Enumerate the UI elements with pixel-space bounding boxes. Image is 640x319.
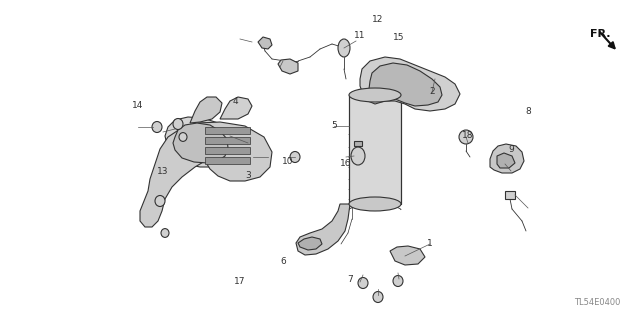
- Text: 14: 14: [132, 101, 144, 110]
- Text: 5: 5: [331, 122, 337, 130]
- Ellipse shape: [373, 292, 383, 302]
- Polygon shape: [278, 59, 298, 74]
- Polygon shape: [258, 37, 272, 49]
- Polygon shape: [369, 63, 442, 106]
- Polygon shape: [360, 57, 460, 111]
- FancyBboxPatch shape: [205, 137, 250, 144]
- Polygon shape: [358, 89, 368, 99]
- Text: 15: 15: [393, 33, 404, 41]
- Text: 12: 12: [372, 14, 384, 24]
- FancyBboxPatch shape: [205, 147, 250, 154]
- Text: FR.: FR.: [590, 29, 611, 39]
- Polygon shape: [497, 153, 515, 168]
- Polygon shape: [349, 95, 401, 204]
- Text: 3: 3: [245, 172, 251, 181]
- Ellipse shape: [155, 196, 165, 206]
- Text: 16: 16: [340, 160, 352, 168]
- Text: 11: 11: [355, 31, 365, 40]
- Text: 17: 17: [234, 277, 246, 286]
- Ellipse shape: [338, 39, 350, 57]
- Polygon shape: [220, 97, 252, 119]
- Polygon shape: [140, 122, 272, 227]
- Polygon shape: [190, 97, 222, 123]
- Polygon shape: [390, 246, 425, 265]
- Polygon shape: [505, 191, 515, 199]
- Ellipse shape: [349, 197, 401, 211]
- FancyBboxPatch shape: [205, 157, 250, 164]
- Polygon shape: [490, 144, 524, 173]
- Polygon shape: [298, 237, 322, 250]
- Text: 8: 8: [525, 107, 531, 115]
- Polygon shape: [296, 204, 350, 255]
- Ellipse shape: [161, 229, 169, 237]
- Ellipse shape: [173, 118, 183, 130]
- Text: 4: 4: [232, 98, 238, 107]
- Text: 13: 13: [157, 167, 169, 175]
- Text: 10: 10: [282, 158, 294, 167]
- Polygon shape: [382, 93, 392, 99]
- FancyBboxPatch shape: [205, 127, 250, 134]
- Text: 1: 1: [427, 240, 433, 249]
- Text: TL54E0400: TL54E0400: [573, 298, 620, 307]
- Text: 6: 6: [280, 256, 286, 265]
- Ellipse shape: [290, 152, 300, 162]
- Text: 7: 7: [347, 275, 353, 284]
- Ellipse shape: [393, 276, 403, 286]
- Ellipse shape: [349, 88, 401, 102]
- Polygon shape: [165, 117, 238, 167]
- Text: 9: 9: [508, 145, 514, 153]
- Polygon shape: [173, 123, 228, 163]
- Ellipse shape: [358, 278, 368, 288]
- Text: 18: 18: [462, 131, 474, 140]
- Ellipse shape: [351, 147, 365, 165]
- Polygon shape: [354, 141, 362, 146]
- Ellipse shape: [152, 122, 162, 132]
- Text: 2: 2: [429, 87, 435, 97]
- Ellipse shape: [179, 133, 187, 141]
- Ellipse shape: [459, 130, 473, 144]
